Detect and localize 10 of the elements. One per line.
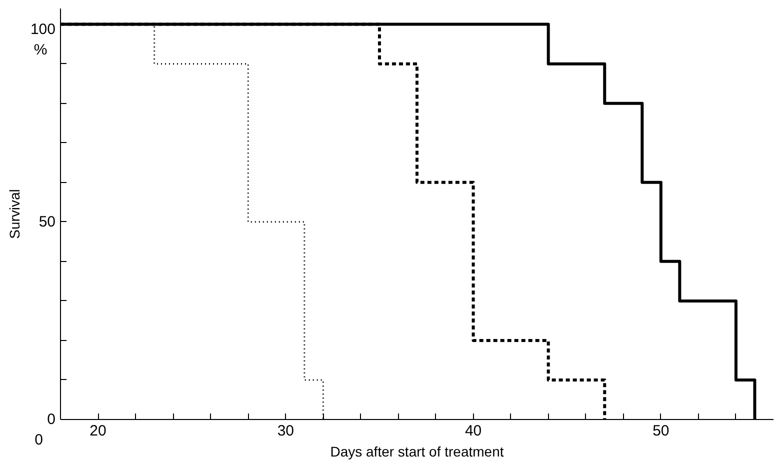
x-tick-label: 40	[464, 422, 482, 440]
y-axis-title: Survival	[6, 189, 22, 239]
x-axis-title: Days after start of treatment	[330, 444, 504, 460]
text: %	[34, 41, 48, 58]
y-tick-label: 0	[47, 411, 56, 428]
x-tick-label: 30	[277, 422, 294, 440]
y-tick-label: 50	[38, 213, 56, 230]
x-tick-label: 50	[652, 422, 670, 440]
y-tick-label: 100	[30, 20, 56, 38]
x-tick-label: 20	[90, 422, 106, 440]
